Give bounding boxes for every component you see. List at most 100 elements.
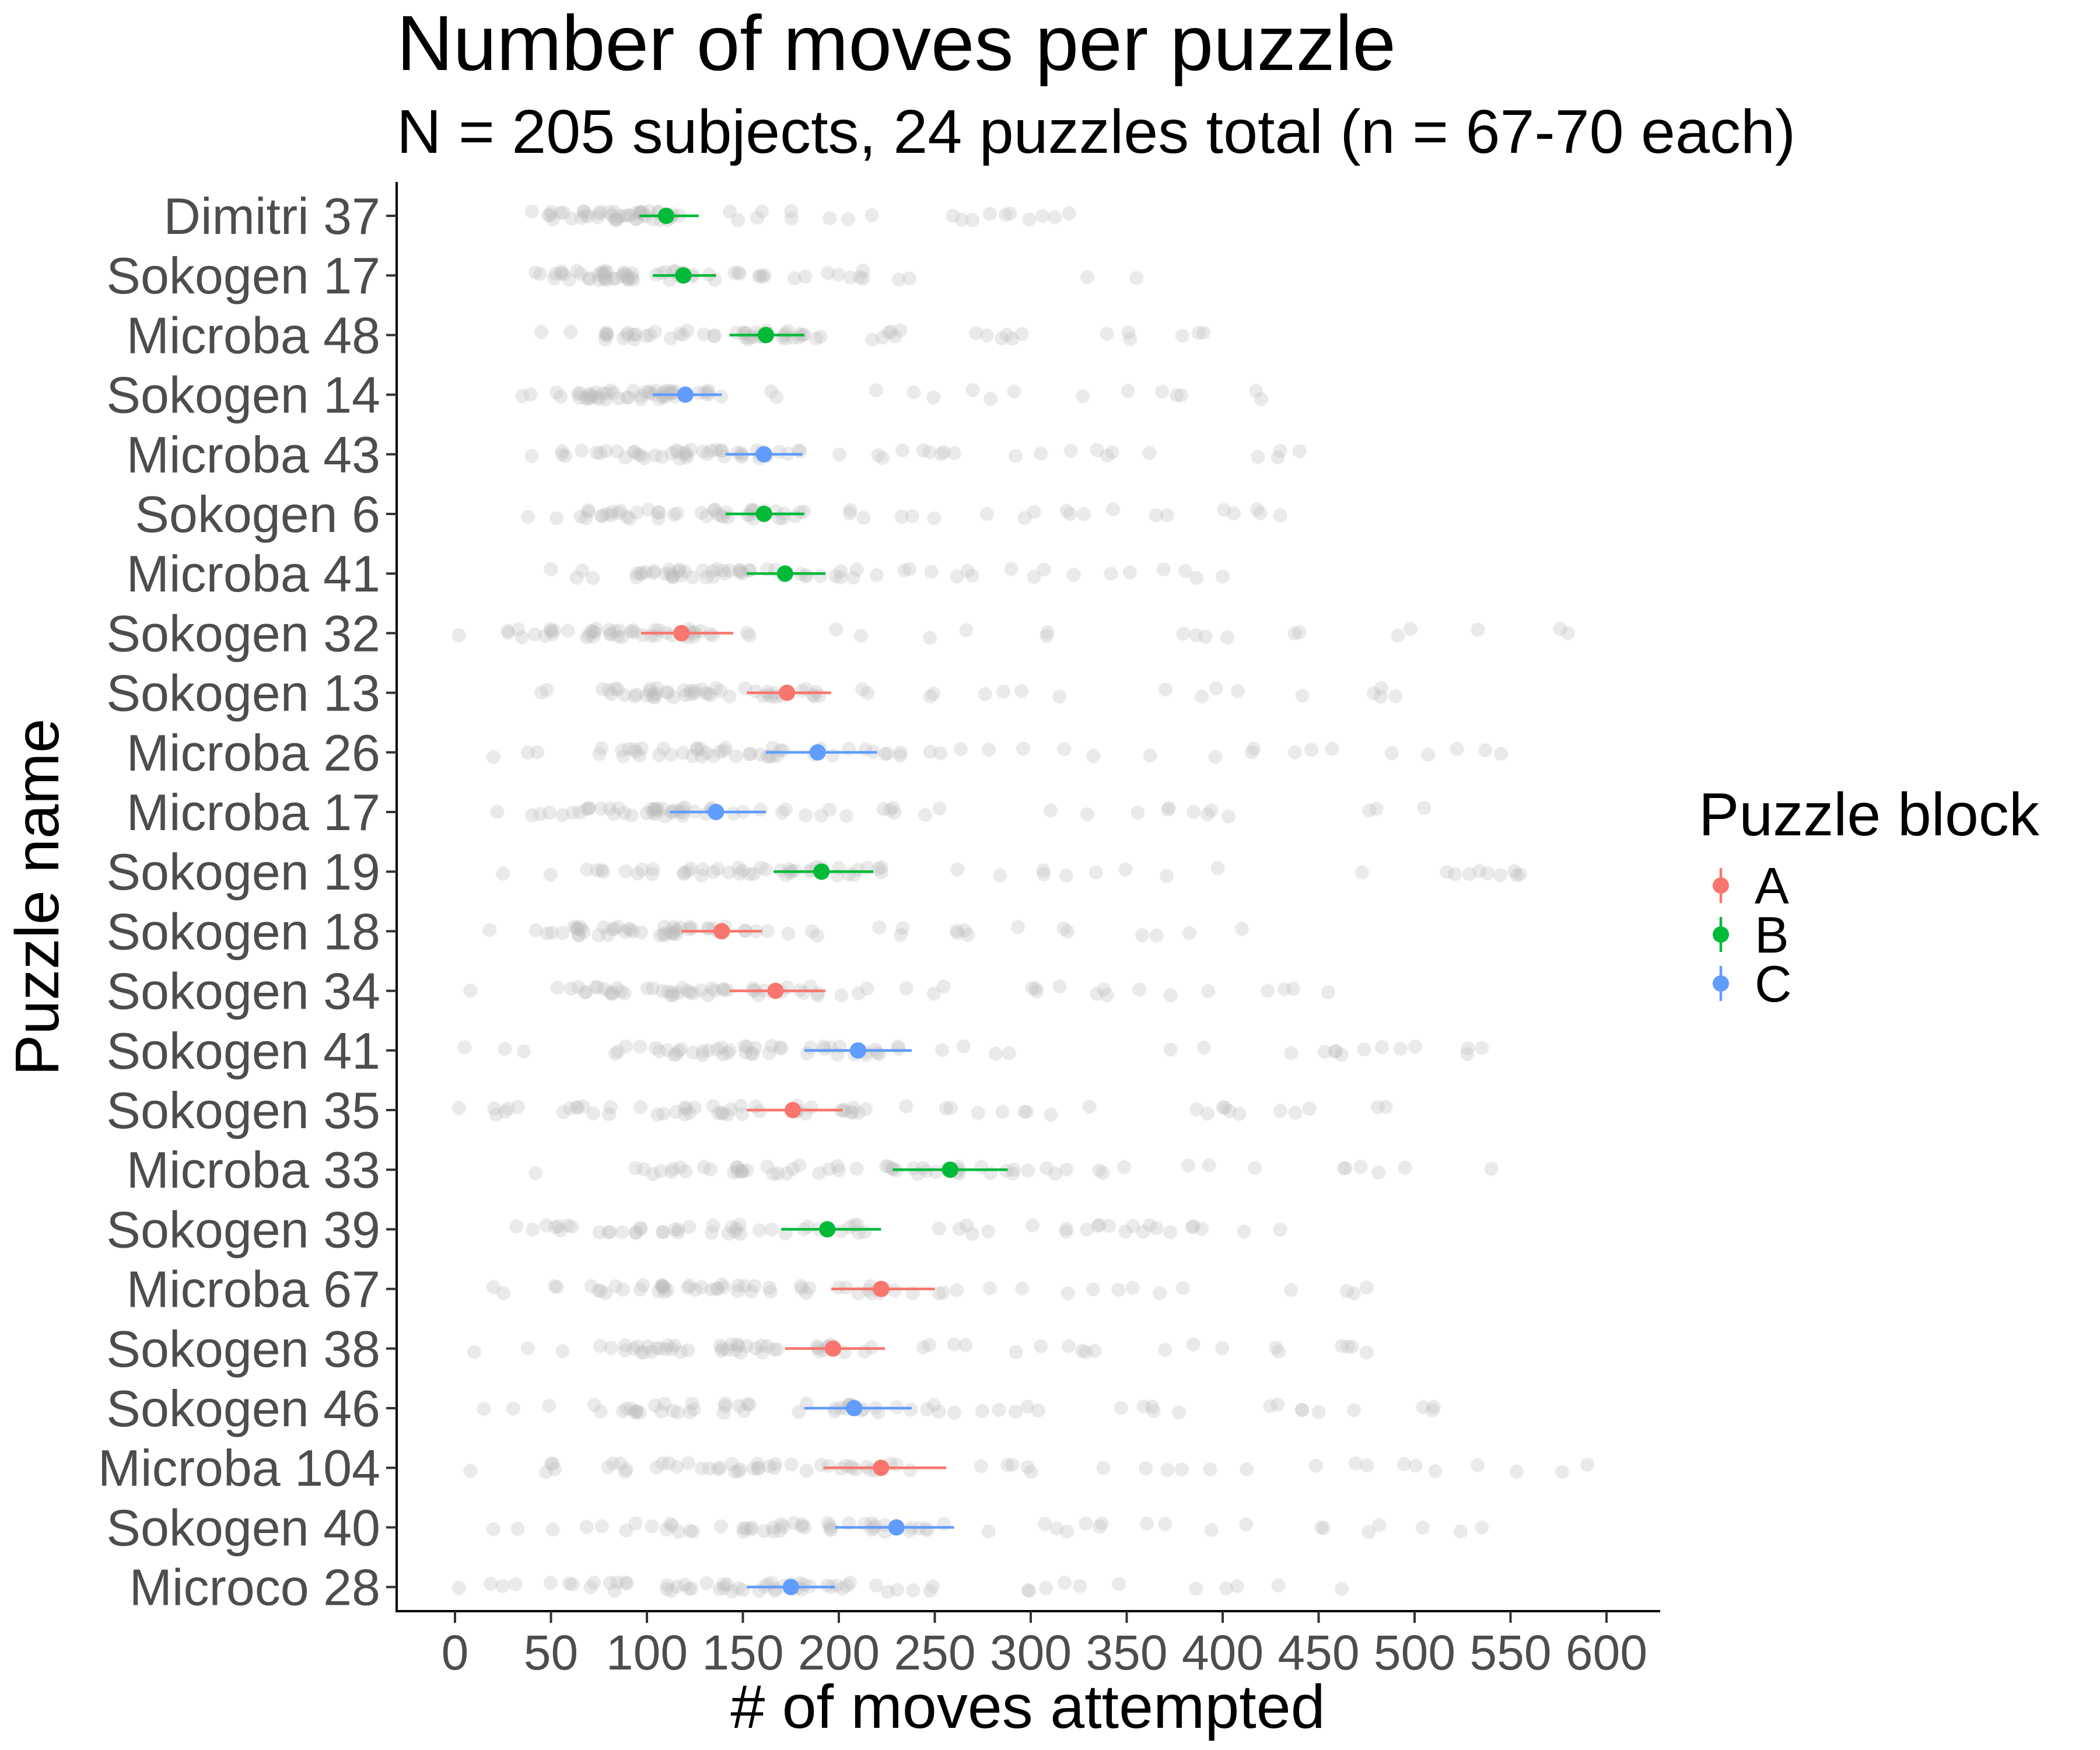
raw-point (1020, 1460, 1035, 1475)
raw-point (583, 1580, 598, 1595)
raw-point (1240, 1462, 1254, 1476)
raw-point (571, 928, 586, 942)
raw-point (1186, 1337, 1200, 1352)
raw-point (1340, 1339, 1355, 1354)
raw-point (926, 687, 940, 701)
raw-point (616, 1282, 631, 1297)
raw-point (1049, 1521, 1064, 1536)
raw-point (772, 1524, 787, 1538)
raw-point (578, 390, 593, 405)
raw-point (1088, 865, 1103, 880)
raw-point (1480, 866, 1495, 881)
raw-point (648, 690, 662, 705)
raw-point (548, 1279, 562, 1293)
raw-point (1294, 1402, 1309, 1417)
raw-point (845, 1105, 859, 1120)
raw-point (843, 1576, 858, 1590)
raw-point (547, 1462, 562, 1476)
raw-point (515, 388, 530, 403)
raw-point (677, 447, 691, 461)
raw-point (601, 1460, 615, 1475)
raw-point (1208, 750, 1223, 764)
raw-point (899, 1099, 914, 1114)
raw-point (584, 1279, 598, 1293)
raw-point (555, 926, 570, 940)
mean-point (757, 327, 774, 344)
raw-point (678, 1107, 692, 1122)
raw-point (1448, 867, 1462, 881)
raw-point (645, 867, 660, 881)
raw-point (486, 1280, 501, 1294)
raw-point (579, 511, 593, 526)
raw-point (671, 986, 685, 1000)
raw-point (754, 860, 768, 875)
raw-point (523, 387, 538, 402)
raw-point (1409, 1458, 1423, 1473)
raw-point (586, 389, 600, 404)
raw-point (1090, 986, 1104, 1001)
raw-point (1302, 1101, 1317, 1116)
raw-point (720, 983, 734, 998)
raw-point (933, 746, 948, 761)
raw-point (658, 809, 673, 824)
raw-point (1189, 570, 1204, 585)
raw-point (821, 1516, 835, 1530)
raw-point (617, 688, 632, 702)
raw-point (748, 684, 763, 699)
raw-point (734, 446, 748, 460)
mean-point (755, 506, 772, 522)
raw-point (1105, 445, 1119, 460)
raw-point (707, 329, 722, 344)
raw-point (579, 802, 594, 816)
raw-point (844, 1459, 858, 1474)
raw-point (720, 1046, 735, 1060)
raw-point (744, 1046, 759, 1060)
raw-point (590, 863, 604, 877)
raw-point (1182, 926, 1196, 940)
y-tick-label: Dimitri 37 (163, 187, 380, 245)
raw-point (1140, 1516, 1154, 1531)
raw-point (608, 681, 622, 696)
raw-point (740, 1040, 755, 1054)
raw-point (1170, 388, 1184, 402)
raw-point (548, 1220, 563, 1234)
raw-point (844, 270, 858, 285)
raw-point (597, 920, 611, 935)
raw-point (1336, 1161, 1351, 1175)
raw-point (679, 1101, 694, 1116)
raw-point (660, 1283, 675, 1297)
raw-point (666, 919, 681, 934)
raw-point (636, 1162, 651, 1177)
raw-point (1037, 562, 1051, 577)
raw-point (656, 385, 671, 400)
raw-point (1021, 1163, 1035, 1178)
mean-point (846, 1400, 863, 1416)
raw-point (573, 509, 588, 524)
raw-point (501, 1101, 516, 1116)
raw-point (716, 1047, 730, 1062)
raw-point (802, 1280, 817, 1295)
raw-point (610, 213, 624, 228)
raw-point (899, 981, 914, 995)
raw-point (1292, 625, 1307, 639)
raw-point (545, 925, 559, 940)
raw-point (1248, 1161, 1262, 1175)
raw-point (660, 1043, 674, 1058)
raw-point (539, 1218, 554, 1233)
raw-point (577, 925, 592, 939)
raw-point (656, 1107, 671, 1121)
raw-point (626, 925, 640, 939)
raw-point (1181, 1158, 1195, 1173)
raw-point (701, 686, 715, 701)
raw-point (611, 919, 625, 934)
raw-point (974, 1459, 988, 1474)
raw-point (742, 1398, 757, 1412)
raw-point (598, 327, 613, 341)
raw-point (581, 503, 596, 517)
raw-point (893, 323, 908, 338)
raw-point (721, 1226, 736, 1241)
raw-point (716, 982, 730, 996)
raw-point (834, 988, 849, 1003)
raw-point (1121, 325, 1136, 340)
raw-point (1163, 1225, 1178, 1240)
